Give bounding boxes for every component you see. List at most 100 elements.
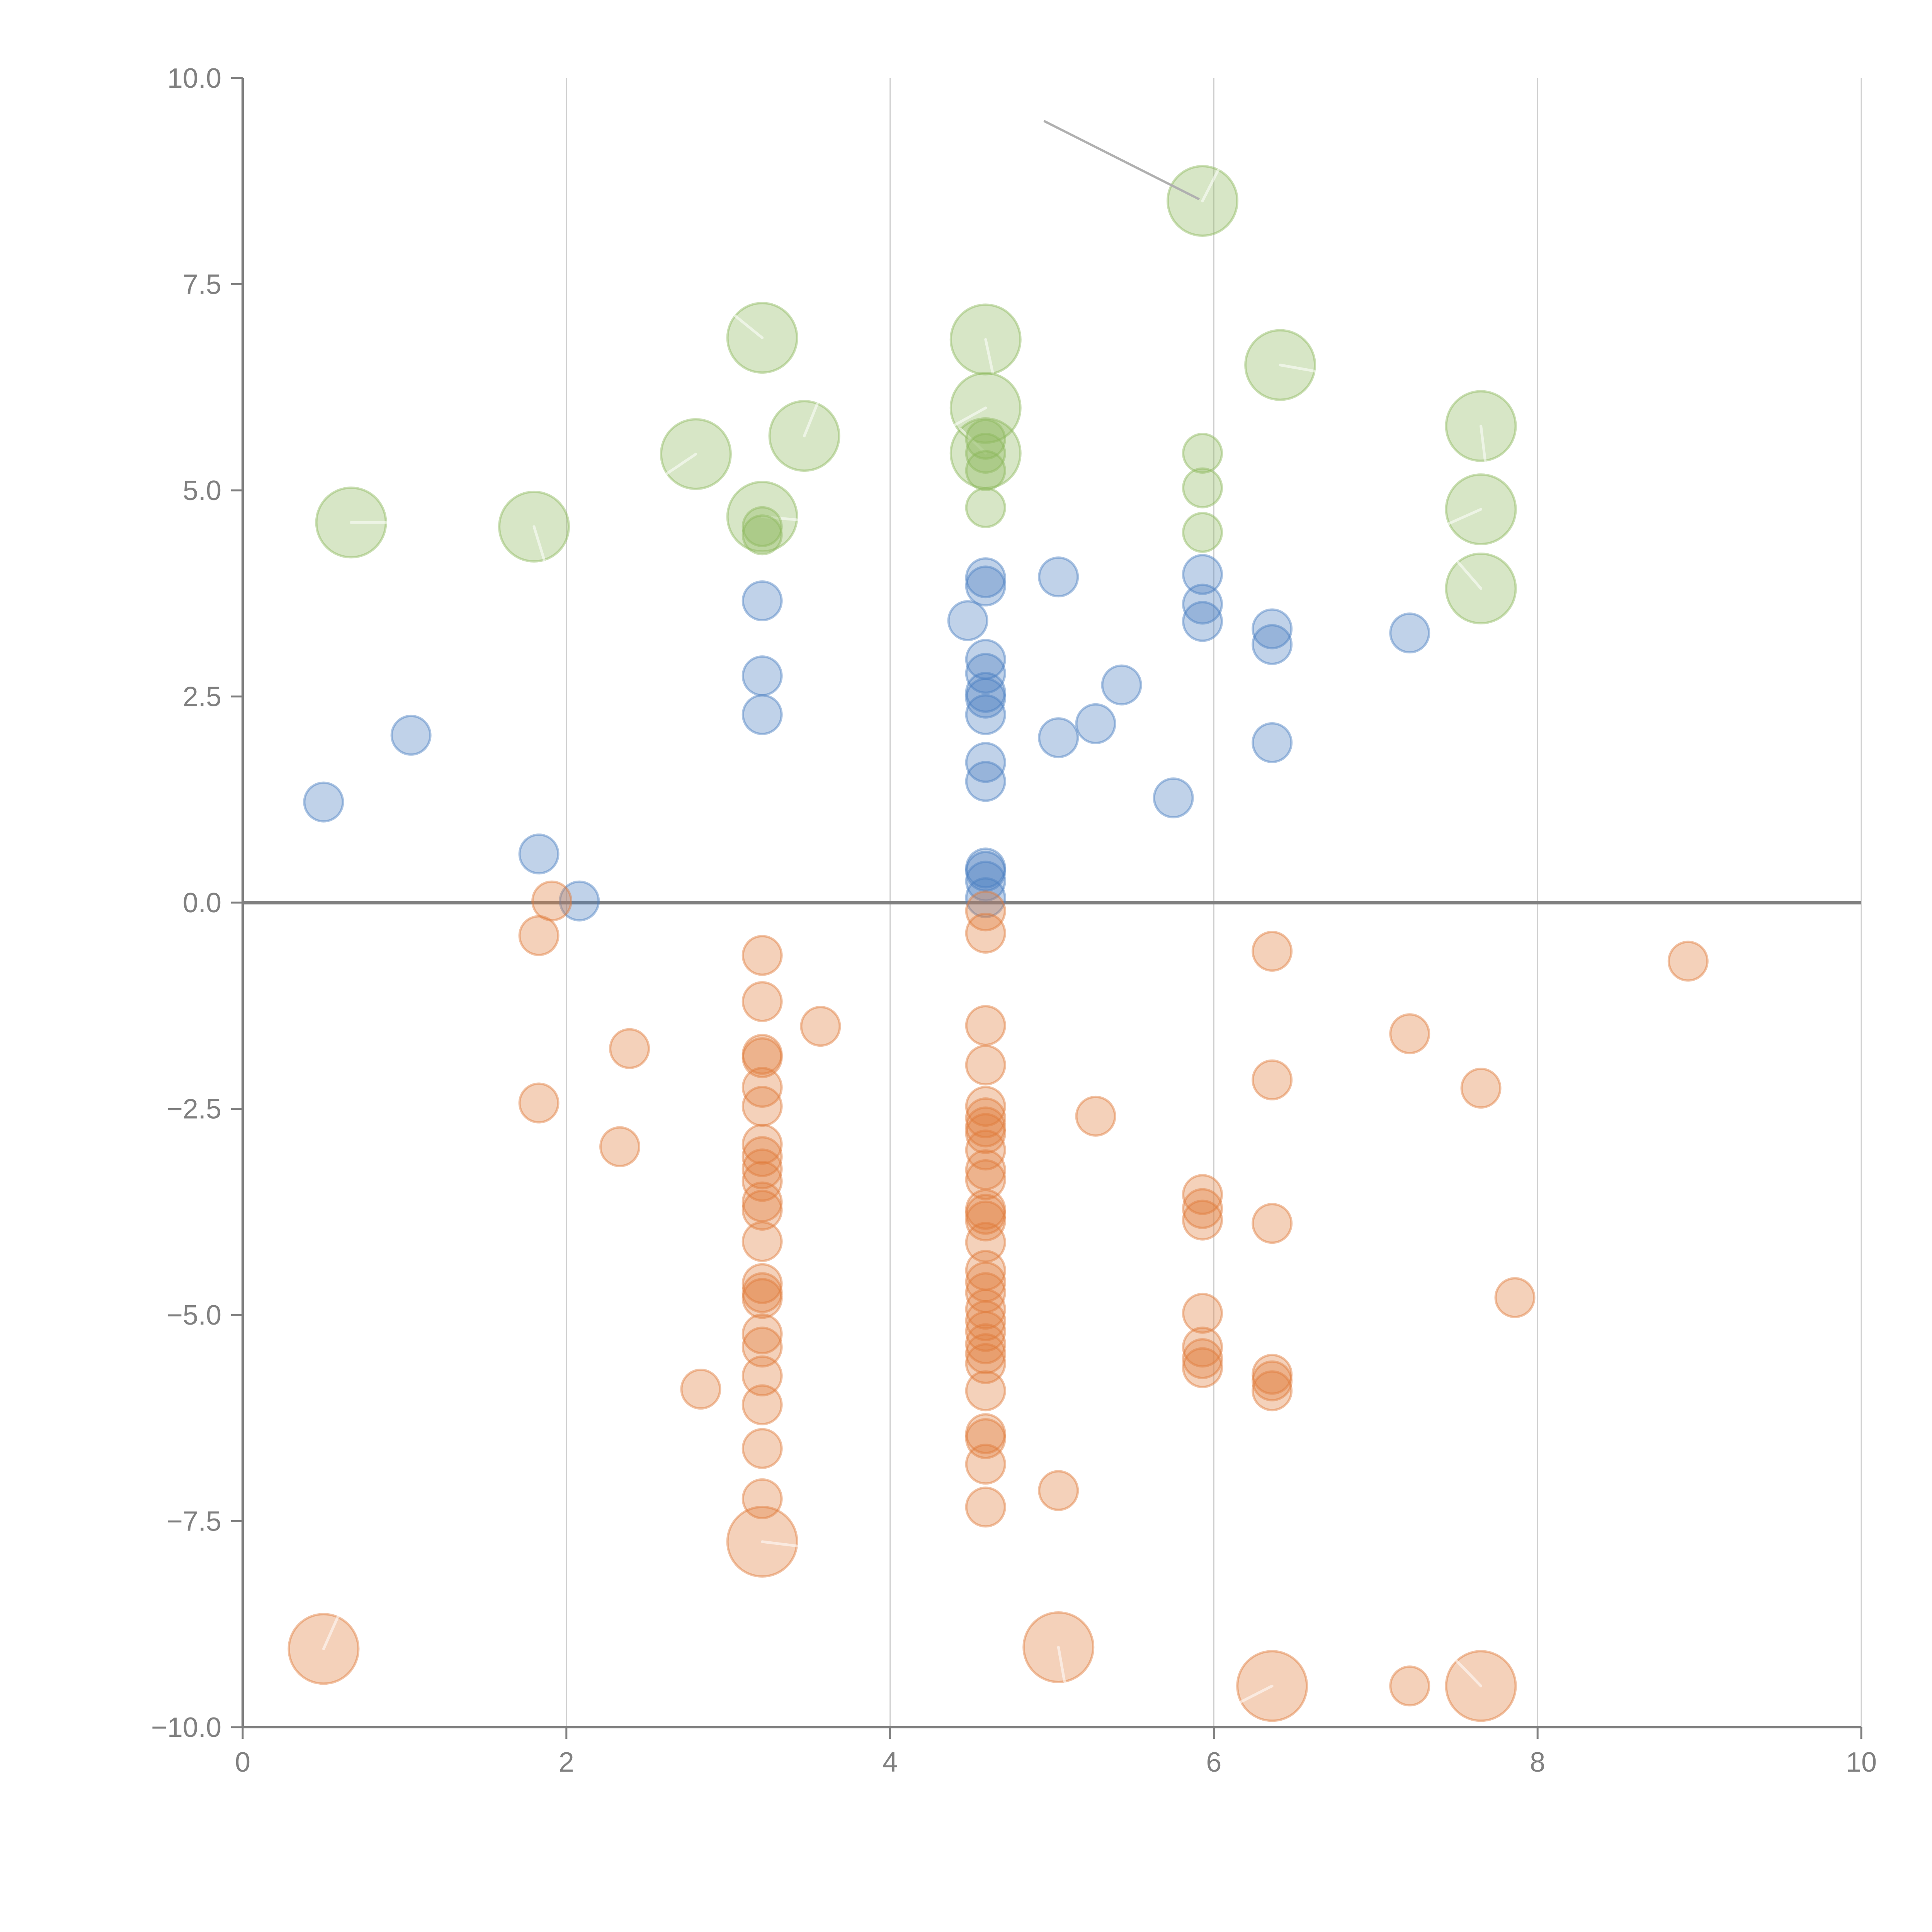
point-green [1182, 512, 1223, 553]
point-orange [531, 880, 573, 922]
point-orange [518, 1082, 560, 1124]
point-orange [742, 1067, 783, 1108]
point-orange [742, 1355, 783, 1396]
point-highlight [761, 1540, 798, 1548]
point-blue [965, 694, 1006, 735]
point-highlight [734, 315, 764, 339]
point-blue [559, 880, 600, 922]
point-orange [1389, 1665, 1430, 1707]
point-orange [965, 1272, 1006, 1313]
point-orange [1182, 1347, 1223, 1388]
series-green [315, 165, 1517, 624]
y-tick-label: −2.5 [167, 1094, 221, 1125]
point-orange [742, 1221, 783, 1262]
point-orange [1252, 1360, 1293, 1401]
point-blue [965, 557, 1006, 599]
x-tick-label: 8 [1530, 1747, 1545, 1778]
point-blue [1075, 703, 1116, 744]
point-orange [965, 1106, 1006, 1148]
point-orange [742, 1189, 783, 1231]
point-blue [965, 847, 1006, 889]
annotations [1043, 120, 1200, 201]
point-orange [965, 890, 1006, 932]
y-tick-label: −7.5 [167, 1506, 221, 1537]
point-blue [1182, 554, 1223, 595]
point-orange [742, 1136, 783, 1177]
point-orange [1460, 1068, 1502, 1109]
point-orange [1667, 940, 1709, 982]
point-highlight [954, 406, 987, 426]
point-orange [965, 1343, 1006, 1384]
point-orange [742, 1263, 783, 1304]
point-orange [742, 981, 783, 1022]
point-orange [965, 1250, 1006, 1291]
point-blue [518, 833, 560, 875]
point-green [1182, 467, 1223, 509]
point-blue [965, 761, 1006, 802]
point-orange [1182, 1338, 1223, 1379]
point-highlight [322, 1616, 339, 1650]
point-blue [965, 742, 1006, 783]
point-green [965, 450, 1006, 491]
point-orange [1038, 1470, 1079, 1511]
point-orange [742, 1161, 783, 1202]
point-orange [965, 1149, 1006, 1190]
point-orange [1252, 930, 1293, 972]
point-orange [1252, 1059, 1293, 1100]
point-orange [965, 1113, 1006, 1154]
point-blue [1252, 608, 1293, 650]
point-highlight [761, 515, 798, 521]
point-highlight [1457, 561, 1483, 590]
point-orange [965, 1333, 1006, 1374]
point-orange [965, 1311, 1006, 1352]
y-tick-label: 7.5 [183, 269, 221, 300]
point-blue [965, 639, 1006, 680]
point-highlight [1480, 425, 1487, 462]
point-blue [742, 655, 783, 697]
point-highlight [665, 452, 697, 475]
x-axis-ticks: 0 2 4 6 8 10 [235, 1727, 1877, 1778]
point-orange [609, 1028, 650, 1069]
point-blue [1252, 722, 1293, 764]
point-blue [390, 714, 432, 756]
point-highlight [959, 427, 987, 455]
point-orange [742, 1313, 783, 1355]
point-orange [1252, 1370, 1293, 1412]
point-green [965, 418, 1006, 460]
y-tick-label: 0.0 [183, 888, 221, 918]
point-green [742, 514, 783, 556]
point-green [1182, 432, 1223, 474]
y-tick-label: 5.0 [183, 475, 221, 506]
y-tick-label: −10.0 [151, 1712, 221, 1743]
point-highlight [532, 525, 546, 561]
point-orange [965, 1300, 1006, 1341]
point-blue [1101, 664, 1142, 706]
point-orange [742, 1278, 783, 1319]
point-highlight [1455, 1660, 1483, 1687]
point-green [965, 487, 1006, 528]
point-blue [965, 861, 1006, 902]
x-tick-label: 10 [1846, 1747, 1877, 1778]
point-blue [965, 877, 1006, 918]
point-blue [965, 672, 1006, 713]
point-orange [742, 1034, 783, 1075]
point-highlight [984, 338, 994, 375]
point-orange [742, 1428, 783, 1469]
point-orange [965, 1159, 1006, 1201]
point-highlight [1447, 508, 1483, 525]
point-blue [965, 565, 1006, 607]
point-orange [965, 1086, 1006, 1127]
point-blue [742, 694, 783, 735]
point-orange [1389, 1013, 1430, 1054]
point-orange [1252, 1354, 1293, 1395]
point-orange [965, 1261, 1006, 1303]
point-orange [742, 1327, 783, 1368]
x-tick-label: 2 [559, 1747, 574, 1778]
point-orange [965, 1044, 1006, 1086]
point-orange [742, 935, 783, 976]
point-orange [965, 1418, 1006, 1459]
point-blue [965, 653, 1006, 694]
point-highlight [1279, 364, 1316, 372]
point-blue [1389, 612, 1430, 654]
point-orange [742, 1037, 783, 1078]
